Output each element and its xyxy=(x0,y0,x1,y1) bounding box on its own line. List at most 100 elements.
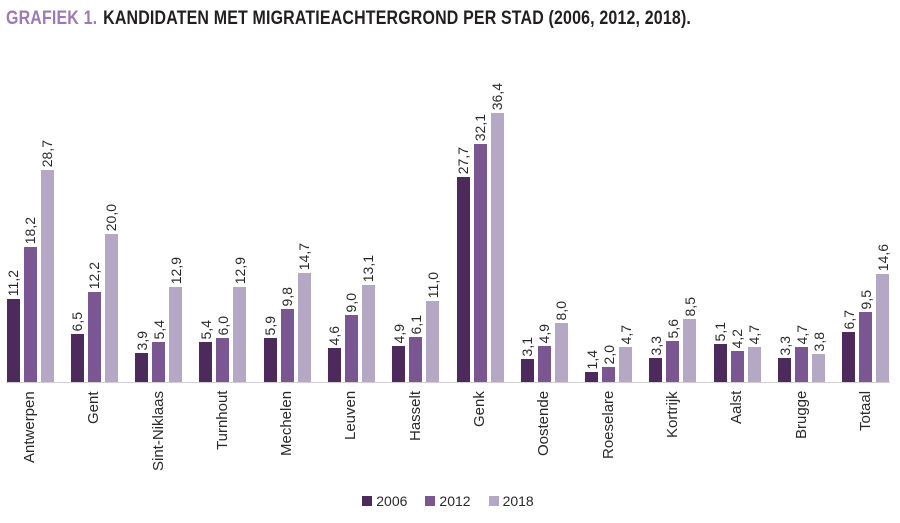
bar-2012 xyxy=(602,367,616,382)
bar-column-2006: 11,2 xyxy=(5,270,21,382)
category-label: Gent xyxy=(85,391,103,424)
bar-group: 3,1 4,9 8,0 Oostende xyxy=(519,70,570,485)
bar-column-2012: 2,0 xyxy=(601,345,617,382)
bar-group: 6,5 12,2 20,0 Gent xyxy=(69,70,120,485)
legend-swatch-2012 xyxy=(425,496,436,506)
legend-label-2018: 2018 xyxy=(502,493,534,509)
bar-column-2006: 6,7 xyxy=(841,310,857,382)
bar-cluster: 3,9 5,4 12,9 xyxy=(134,70,184,382)
value-label-2006: 5,4 xyxy=(197,319,214,339)
bar-column-2018: 12,9 xyxy=(167,256,184,382)
bar-cluster: 4,6 9,0 13,1 xyxy=(326,70,377,382)
bar-2006 xyxy=(520,359,534,382)
bar-group: 4,6 9,0 13,1 Leuven xyxy=(326,70,377,485)
bar-cluster: 3,3 5,6 8,5 xyxy=(647,70,698,382)
bar-cluster: 27,7 32,1 36,4 xyxy=(455,70,506,382)
bar-groups-container: 11,2 18,2 28,7 Antwerpen 6,5 12,2 20,0 Gent 3,9 5… xyxy=(5,70,891,485)
value-label-2012: 5,4 xyxy=(150,319,167,339)
chart-title-text: KANDIDATEN MET MIGRATIEACHTERGROND PER S… xyxy=(103,8,692,29)
bar-column-2012: 32,1 xyxy=(472,114,488,382)
value-label-2006: 27,7 xyxy=(455,146,472,174)
bar-column-2018: 14,6 xyxy=(874,243,891,382)
value-label-2018: 4,7 xyxy=(617,324,634,344)
x-axis-line xyxy=(6,382,890,383)
bar-group: 3,3 5,6 8,5 Kortrijk xyxy=(647,70,698,485)
bar-column-2012: 6,1 xyxy=(407,314,424,382)
bar-2006 xyxy=(327,348,341,382)
legend-label-2012: 2012 xyxy=(439,493,471,509)
bar-column-2012: 9,5 xyxy=(857,289,874,382)
bar-column-2012: 4,7 xyxy=(793,324,810,382)
bar-column-2018: 4,7 xyxy=(617,324,634,382)
report-page: GRAFIEK 1. KANDIDATEN MET MIGRATIEACHTERG… xyxy=(5,8,891,509)
bar-column-2018: 14,7 xyxy=(296,243,312,382)
value-label-2018: 12,9 xyxy=(167,256,184,284)
value-label-2012: 12,2 xyxy=(86,261,103,289)
value-label-2006: 4,6 xyxy=(326,325,343,345)
bar-column-2006: 5,4 xyxy=(197,319,214,382)
value-label-2018: 20,0 xyxy=(103,203,120,231)
value-label-2012: 4,9 xyxy=(536,323,553,343)
legend-swatch-2018 xyxy=(488,496,499,506)
bar-group: 5,4 6,0 12,9 Turnhout xyxy=(197,70,248,485)
bar-2018 xyxy=(169,287,183,382)
category-label: Aalst xyxy=(728,391,746,425)
value-label-2006: 5,1 xyxy=(712,321,729,341)
bar-column-2006: 4,9 xyxy=(391,324,407,382)
bar-column-2006: 4,6 xyxy=(326,325,343,382)
bar-column-2012: 12,2 xyxy=(86,261,103,382)
bar-group: 1,4 2,0 4,7 Roeselare xyxy=(584,70,634,485)
value-label-2006: 3,3 xyxy=(647,335,664,355)
bar-column-2006: 6,5 xyxy=(69,312,85,382)
value-label-2018: 13,1 xyxy=(360,254,377,282)
legend-swatch-2006 xyxy=(362,496,373,506)
category-label: Roeselare xyxy=(599,391,617,460)
bar-2018 xyxy=(297,273,311,382)
category-label: Hasselt xyxy=(406,391,424,442)
bar-cluster: 3,3 4,7 3,8 xyxy=(776,70,827,382)
value-label-2018: 36,4 xyxy=(489,82,506,110)
bar-2018 xyxy=(104,234,118,382)
value-label-2012: 4,7 xyxy=(793,324,810,344)
bar-2006 xyxy=(392,346,406,382)
bar-2006 xyxy=(713,344,727,382)
bar-column-2018: 28,7 xyxy=(39,139,55,382)
bar-2018 xyxy=(233,287,247,382)
bar-2006 xyxy=(842,332,856,382)
bar-2006 xyxy=(199,342,213,382)
bar-cluster: 5,1 4,2 4,7 xyxy=(712,70,762,382)
bar-2018 xyxy=(876,274,890,382)
bar-group: 11,2 18,2 28,7 Antwerpen xyxy=(5,70,55,485)
value-label-2018: 28,7 xyxy=(39,139,55,167)
bar-group: 27,7 32,1 36,4 Genk xyxy=(455,70,506,485)
bar-column-2018: 11,0 xyxy=(425,272,441,382)
bar-2012 xyxy=(795,347,809,382)
bar-2012 xyxy=(859,312,873,382)
value-label-2018: 8,5 xyxy=(681,296,698,316)
value-label-2012: 9,5 xyxy=(857,289,874,309)
value-label-2012: 18,2 xyxy=(22,216,38,244)
legend-label-2006: 2006 xyxy=(376,493,408,509)
value-label-2018: 14,6 xyxy=(874,243,891,271)
value-label-2018: 8,0 xyxy=(553,300,570,320)
category-label: Sint-Niklaas xyxy=(149,391,167,472)
bar-column-2012: 4,2 xyxy=(729,329,745,382)
legend: 2006 2012 2018 xyxy=(6,493,890,509)
bar-group: 3,3 4,7 3,8 Brugge xyxy=(776,70,827,485)
bar-2012 xyxy=(473,144,487,382)
bar-2018 xyxy=(490,113,504,382)
bar-2012 xyxy=(23,247,37,382)
category-label: Oostende xyxy=(535,391,553,457)
value-label-2006: 3,3 xyxy=(776,335,793,355)
value-label-2006: 3,1 xyxy=(519,336,536,356)
value-label-2012: 6,1 xyxy=(407,314,424,334)
legend-item-2012: 2012 xyxy=(425,493,471,509)
bar-cluster: 11,2 18,2 28,7 xyxy=(5,70,55,382)
bar-column-2012: 4,9 xyxy=(536,323,553,382)
bar-column-2006: 1,4 xyxy=(584,350,600,382)
bar-column-2006: 3,1 xyxy=(519,336,536,382)
bar-group: 5,1 4,2 4,7 Aalst xyxy=(712,70,762,485)
bar-group: 6,7 9,5 14,6 Totaal xyxy=(841,70,891,485)
bar-2018 xyxy=(812,354,826,382)
bar-group: 3,9 5,4 12,9 Sint-Niklaas xyxy=(134,70,184,485)
